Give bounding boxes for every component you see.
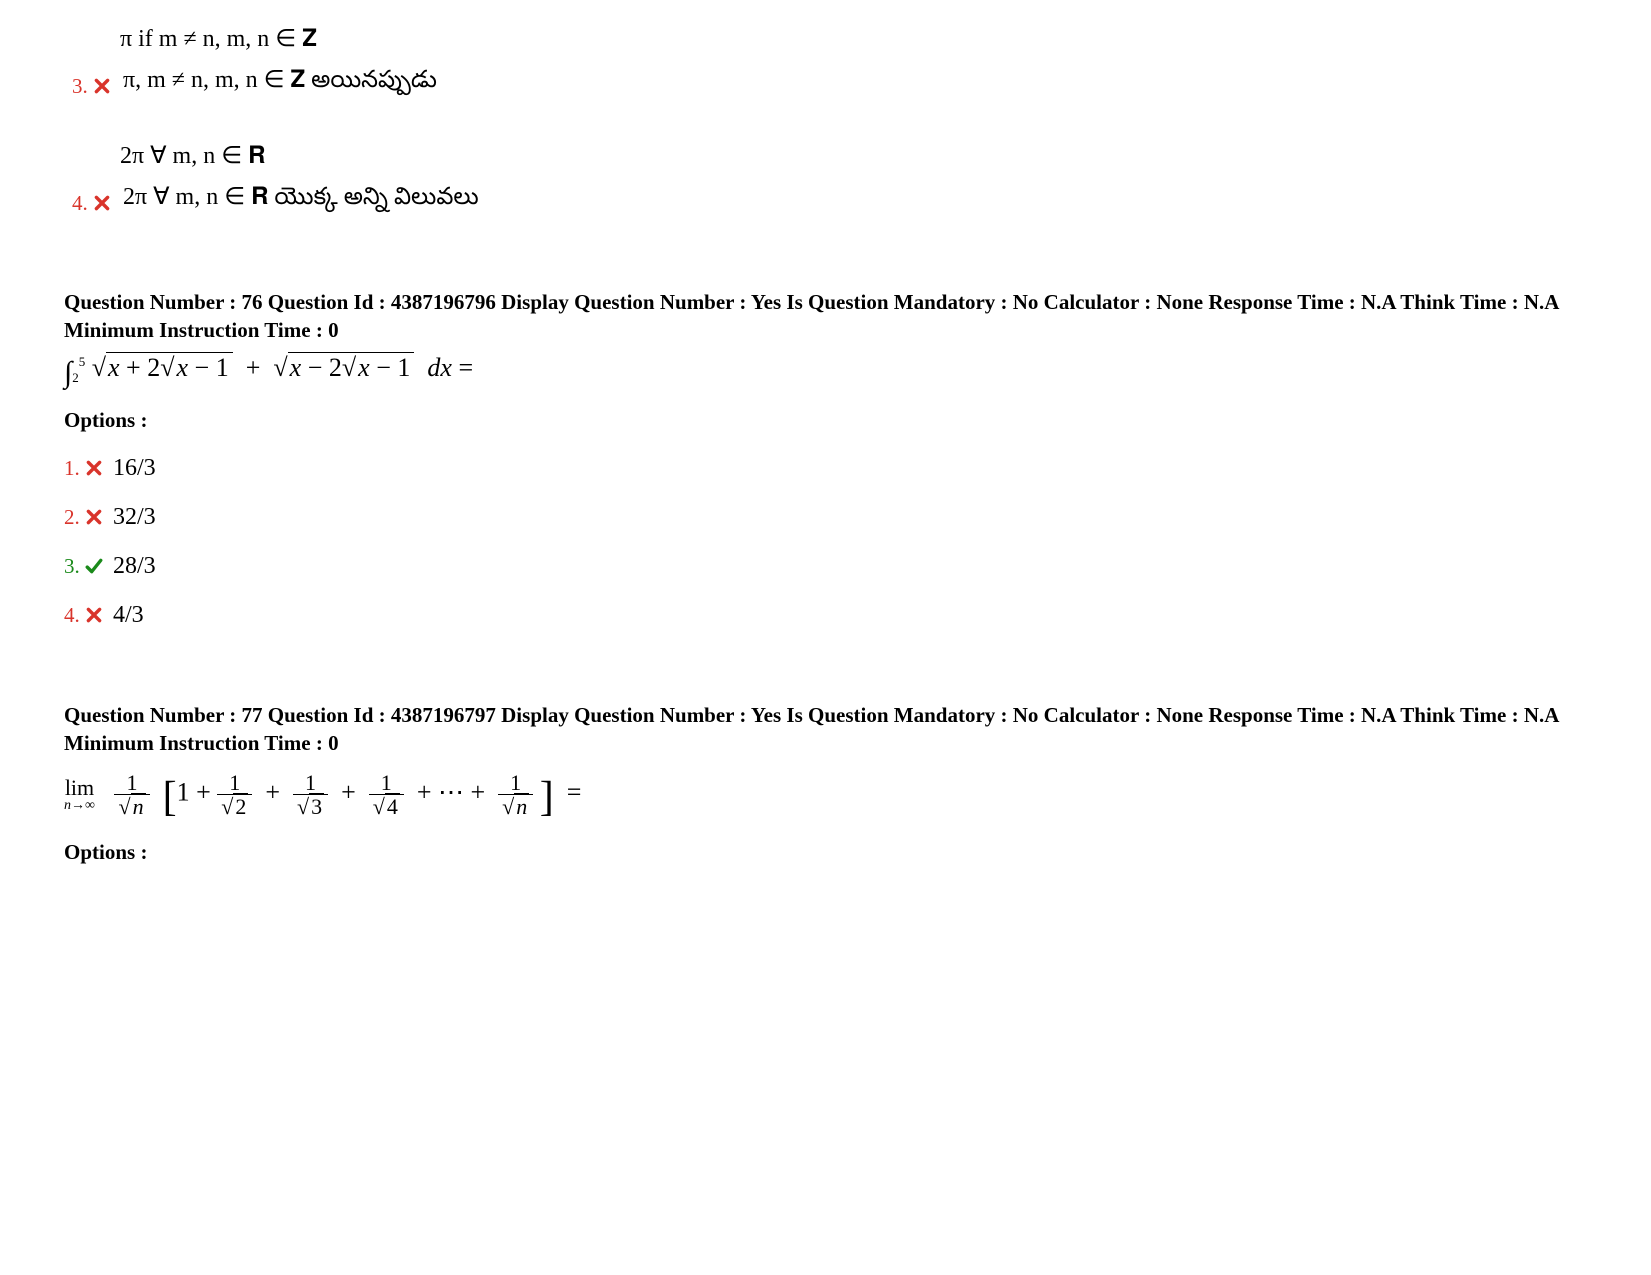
q76-option-4: 4. 4/3 (64, 602, 1587, 629)
q76-option-3: 3. 28/3 (64, 553, 1587, 580)
frac-1-rootn: 1√n (498, 771, 533, 818)
prev-option-4: 2π ∀ m, n ∈ 𝐑 4. 2π ∀ m, n ∈ 𝐑 యొక్క అన్… (72, 141, 1587, 216)
q76-opt1-value: 16/3 (113, 455, 156, 482)
cross-icon (93, 194, 111, 212)
q76-opt2-value: 32/3 (113, 504, 156, 531)
integral-symbol: ∫ (64, 356, 72, 389)
q76-opt1-number-text: 1. (64, 456, 80, 480)
q76-options: 1. 16/3 2. 32/3 3. 28/3 4. 4/3 (64, 455, 1587, 629)
q77-equation: lim n→∞ 1 √n [1 + 1√2 + 1√3 + 1√4 + ⋯ + … (64, 771, 1587, 822)
q77-meta: Question Number : 77 Question Id : 43871… (64, 701, 1587, 758)
q76-option-2: 2. 32/3 (64, 504, 1587, 531)
limit-symbol: lim n→∞ (64, 777, 95, 813)
q76-option-1: 1. 16/3 (64, 455, 1587, 482)
cross-icon (85, 508, 103, 526)
cross-icon (85, 606, 103, 624)
q76-opt3-number-text: 3. (64, 554, 80, 578)
q76-options-label: Options : (64, 408, 1587, 433)
frac-1-root2: 1√2 (217, 771, 252, 818)
prev-opt4-eq-te: 2π ∀ m, n ∈ 𝐑 యొక్క అన్ని విలువలు (123, 182, 479, 216)
outer-sqrt-2: √x − 2√x − 1 (273, 353, 414, 383)
check-icon (85, 557, 103, 575)
prev-opt3-row: 3. π, m ≠ n, m, n ∈ 𝐙 అయినప్పుడు (72, 65, 1587, 99)
integral-lower: 2 (72, 370, 79, 385)
cross-icon (93, 77, 111, 95)
q76-opt1-number: 1. (64, 456, 103, 481)
q76-opt3-number: 3. (64, 554, 103, 579)
prev-opt4-number-text: 4. (72, 191, 88, 215)
prev-option-3: π if m ≠ n, m, n ∈ 𝐙 3. π, m ≠ n, m, n ∈… (72, 24, 1587, 99)
prev-opt4-eq-en: 2π ∀ m, n ∈ 𝐑 (120, 141, 1587, 170)
integral-upper: 5 (79, 354, 86, 369)
q77-options-label: Options : (64, 840, 1587, 865)
prev-opt3-number: 3. (72, 74, 111, 99)
q76-opt4-number-text: 4. (64, 603, 80, 627)
frac-1-over-root-n: 1 √n (114, 771, 149, 818)
q76-opt2-number-text: 2. (64, 505, 80, 529)
q76-opt4-value: 4/3 (113, 602, 144, 629)
q76-meta: Question Number : 76 Question Id : 43871… (64, 288, 1587, 345)
q76-equation: ∫25 √x + 2√x − 1 + √x − 2√x − 1 dx = (64, 353, 1587, 390)
q76-opt3-value: 28/3 (113, 553, 156, 580)
outer-sqrt-1: √x + 2√x − 1 (92, 353, 233, 383)
right-bracket: ] (540, 775, 554, 821)
prev-opt3-number-text: 3. (72, 74, 88, 98)
frac-1-root3: 1√3 (293, 771, 328, 818)
prev-opt3-eq-te: π, m ≠ n, m, n ∈ 𝐙 అయినప్పుడు (123, 65, 437, 99)
frac-1-root4: 1√4 (369, 771, 404, 818)
left-bracket: [ (163, 775, 177, 821)
cross-icon (85, 459, 103, 477)
prev-opt3-eq-en: π if m ≠ n, m, n ∈ 𝐙 (120, 24, 1587, 53)
q76-opt4-number: 4. (64, 603, 103, 628)
prev-opt4-row: 4. 2π ∀ m, n ∈ 𝐑 యొక్క అన్ని విలువలు (72, 182, 1587, 216)
prev-opt4-number: 4. (72, 191, 111, 216)
q76-opt2-number: 2. (64, 505, 103, 530)
